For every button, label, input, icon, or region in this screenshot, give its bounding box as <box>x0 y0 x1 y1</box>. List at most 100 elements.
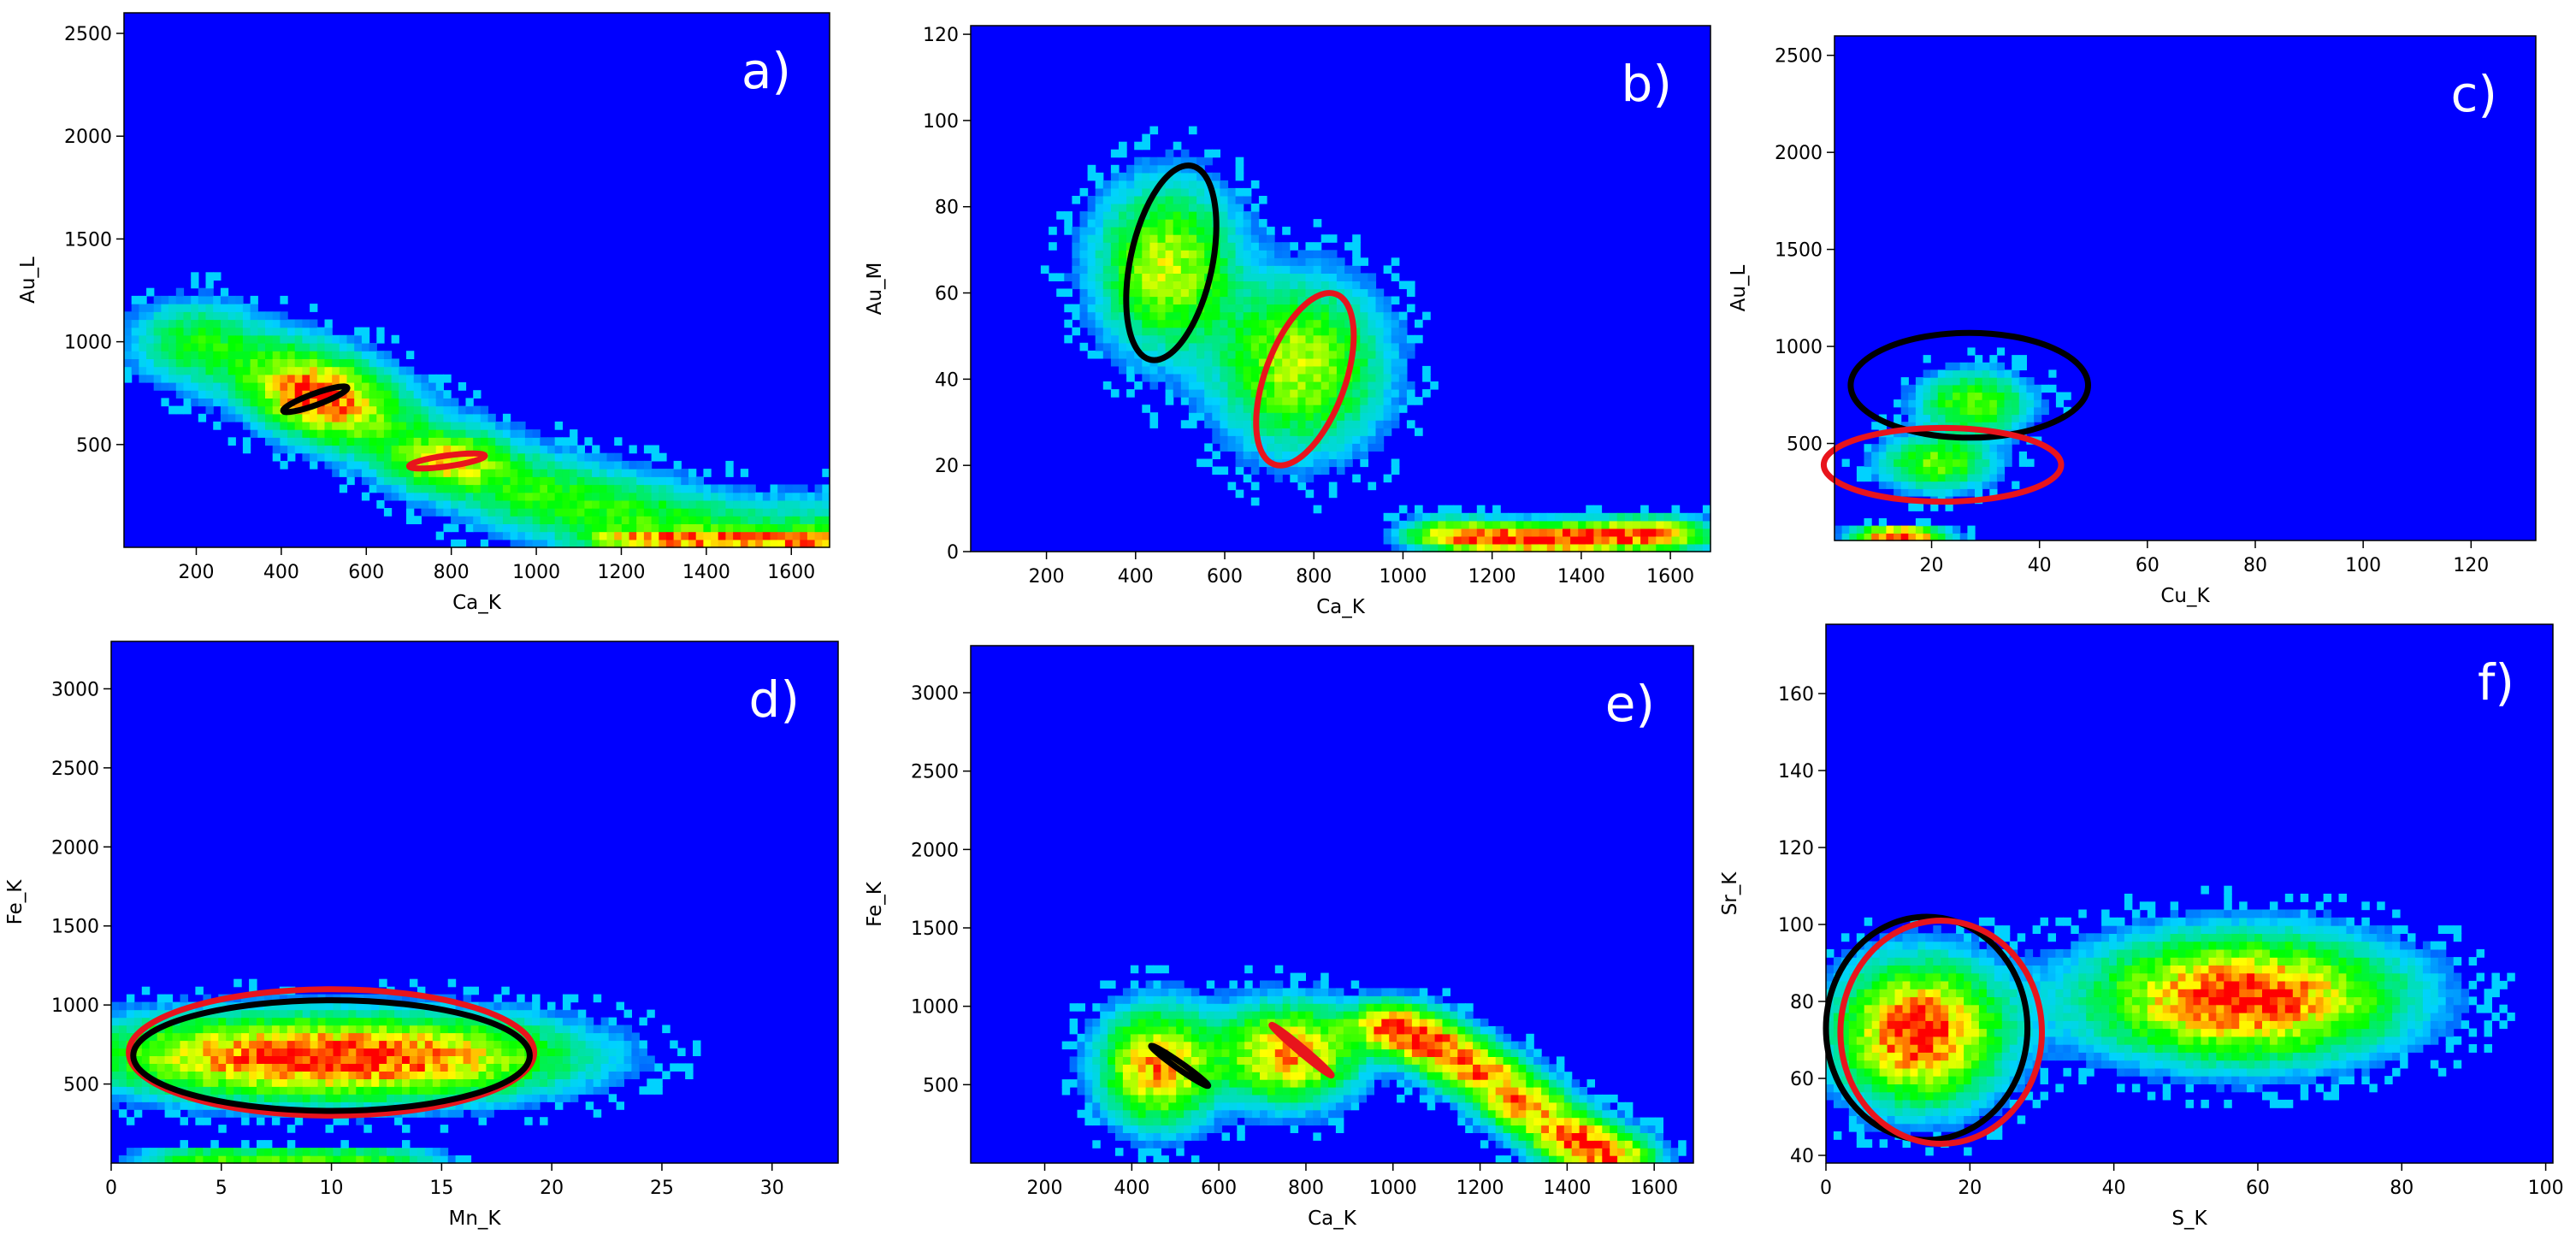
density-cell <box>149 1009 158 1019</box>
density-cell <box>124 366 133 375</box>
density-cell <box>1320 357 1330 367</box>
density-cell <box>227 405 236 415</box>
density-cell <box>1198 1011 1208 1019</box>
density-cell <box>1100 1117 1108 1126</box>
density-cell <box>1198 1041 1208 1050</box>
density-cell <box>1137 988 1147 996</box>
density-cell <box>257 398 266 407</box>
density-cell <box>1500 535 1509 545</box>
density-cell <box>584 523 593 533</box>
density-cell <box>1908 525 1917 534</box>
density-cell <box>1212 451 1220 459</box>
density-cell <box>203 1117 211 1125</box>
density-cell <box>636 539 645 548</box>
density-cell <box>1092 1003 1101 1012</box>
density-cell <box>1328 365 1338 375</box>
density-cell <box>1157 204 1167 212</box>
density-cell <box>257 327 266 336</box>
density-cell <box>379 1009 387 1019</box>
density-cell <box>168 366 177 375</box>
density-cell <box>1391 365 1400 375</box>
density-cell <box>1188 342 1197 351</box>
density-cell <box>198 413 207 422</box>
density-cell <box>1110 296 1120 305</box>
density-cell <box>1945 406 1953 416</box>
density-cell <box>532 1040 541 1049</box>
density-cell <box>1391 512 1400 522</box>
density-cell <box>1945 533 1953 541</box>
density-cell <box>406 366 415 375</box>
density-cell <box>463 1017 472 1026</box>
density-cell <box>346 351 355 359</box>
density-cell <box>524 1094 533 1102</box>
density-cell <box>1229 1064 1238 1072</box>
density-cell <box>265 343 274 351</box>
density-cell <box>1360 319 1368 328</box>
density-cell <box>1959 488 1968 497</box>
density-cell <box>310 437 318 446</box>
density-cell <box>287 358 296 368</box>
density-cell <box>1945 428 1953 438</box>
density-cell <box>387 1063 395 1072</box>
density-cell <box>1184 1087 1192 1096</box>
density-cell <box>1157 219 1167 227</box>
density-cell <box>1102 281 1112 290</box>
density-cell <box>317 1017 327 1026</box>
density-cell <box>272 366 281 375</box>
density-cell <box>800 516 808 524</box>
density-cell <box>1102 211 1112 220</box>
density-cell <box>1967 362 1976 371</box>
density-cell <box>203 1078 211 1087</box>
density-cell <box>1313 319 1322 328</box>
density-cell <box>183 343 192 351</box>
density-cell <box>233 1148 242 1156</box>
density-cell <box>1243 219 1252 227</box>
density-cell <box>213 398 222 407</box>
density-cell <box>1087 234 1096 243</box>
density-cell <box>210 1071 219 1079</box>
density-cell <box>387 1048 395 1056</box>
density-cell <box>379 1040 387 1049</box>
density-cell <box>1663 544 1673 552</box>
density-cell <box>1176 1094 1185 1103</box>
density-cell <box>1137 1125 1147 1133</box>
density-cell <box>1196 180 1205 189</box>
density-cell <box>1383 374 1392 382</box>
density-cell <box>1153 1148 1161 1156</box>
density-cell <box>493 1017 502 1026</box>
density-cell <box>1274 304 1283 313</box>
density-cell <box>1243 227 1252 235</box>
density-cell <box>324 374 333 383</box>
density-cell <box>806 499 816 509</box>
density-cell <box>424 1078 434 1087</box>
density-cell <box>1975 369 1983 378</box>
density-cell <box>443 374 452 383</box>
density-cell <box>287 1009 296 1019</box>
density-cell <box>1391 389 1400 398</box>
density-cell <box>435 531 444 540</box>
density-cell <box>1149 281 1159 290</box>
density-cell <box>502 531 511 540</box>
density-cell <box>718 531 726 540</box>
density-cell <box>1204 334 1213 344</box>
density-cell <box>1368 273 1377 281</box>
density-cell <box>168 304 177 312</box>
density-cell <box>473 460 482 470</box>
density-cell <box>172 1055 181 1064</box>
density-cell <box>391 484 399 493</box>
density-cell <box>1176 1117 1185 1126</box>
density-cell <box>376 382 385 391</box>
density-cell <box>1153 1064 1161 1072</box>
density-cell <box>1102 288 1112 298</box>
density-cell <box>1328 250 1338 258</box>
density-cell <box>1142 374 1150 382</box>
density-cell <box>1198 1056 1208 1065</box>
density-cell <box>1161 1019 1169 1027</box>
density-cell <box>339 452 348 462</box>
density-cell <box>458 492 467 501</box>
density-cell <box>1072 304 1081 313</box>
density-cell <box>1229 1117 1238 1126</box>
density-cell <box>1375 296 1385 305</box>
density-cell <box>1137 1087 1147 1096</box>
density-cell <box>621 539 630 548</box>
